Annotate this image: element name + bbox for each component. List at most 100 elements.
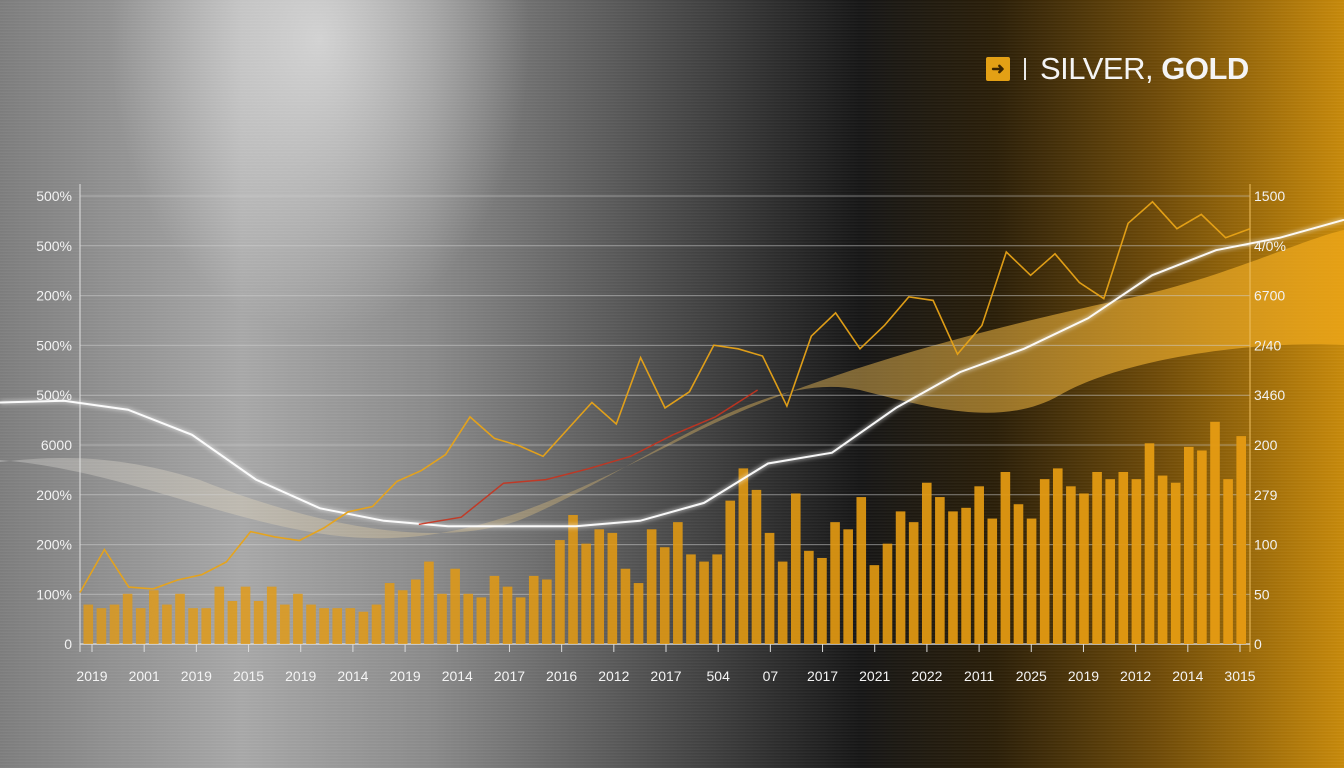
left-tick-label: 200%: [36, 537, 72, 553]
bar: [149, 590, 159, 644]
bar: [502, 586, 513, 644]
bar: [1000, 471, 1011, 644]
red-trend-line: [418, 389, 759, 526]
bar: [987, 518, 998, 644]
bar: [921, 482, 932, 644]
bar: [699, 561, 709, 644]
bar: [1066, 486, 1076, 644]
bar: [581, 543, 591, 644]
bar: [1223, 479, 1233, 644]
bar: [266, 586, 277, 644]
bar: [1236, 436, 1246, 644]
bar: [646, 529, 657, 644]
left-tick-label: 200%: [36, 288, 72, 304]
x-tick-label: 07: [763, 668, 779, 684]
bar: [1157, 475, 1168, 644]
right-tick-label: 279: [1254, 487, 1278, 503]
x-tick-label: 2014: [442, 668, 473, 684]
bar: [175, 593, 185, 644]
bar: [1079, 493, 1089, 644]
bar: [790, 493, 801, 644]
bar: [542, 579, 552, 644]
bar: [856, 497, 867, 644]
gold-band: [0, 230, 1344, 539]
left-tick-label: 500%: [36, 188, 72, 204]
bar: [935, 497, 945, 644]
x-tick-label: 2016: [546, 668, 577, 684]
x-tick-label: 504: [707, 668, 731, 684]
right-tick-label: 2/40: [1254, 337, 1281, 353]
bar: [306, 604, 316, 644]
x-tick-label: 2014: [1172, 668, 1203, 684]
bar: [109, 604, 120, 644]
left-tick-label: 500%: [36, 387, 72, 403]
bar: [1144, 443, 1155, 644]
chart-header: ➜ SILVER, GOLD: [986, 51, 1249, 86]
title-gold: GOLD: [1161, 51, 1249, 86]
bar: [528, 575, 539, 644]
right-axis: 1500 4/0% 6700 2/40 3460 200 279 100 50 0: [1254, 188, 1286, 652]
left-tick-label: 100%: [36, 586, 72, 602]
x-tick-label: 2012: [598, 668, 629, 684]
x-tick-label: 2015: [233, 668, 264, 684]
bar: [633, 583, 644, 644]
right-tick-label: 0: [1254, 636, 1262, 652]
left-tick-label: 500%: [36, 337, 72, 353]
bar: [332, 608, 343, 644]
bar: [659, 547, 670, 644]
bar: [895, 511, 906, 644]
bar: [411, 579, 421, 644]
bar: [1026, 518, 1037, 644]
bar: [384, 583, 395, 644]
bar: [397, 590, 408, 644]
bar: [738, 468, 749, 644]
silver-line: [0, 218, 1344, 528]
bar: [358, 611, 369, 644]
x-tick-label: 2019: [390, 668, 421, 684]
bar: [188, 608, 198, 644]
x-tick-label: 2022: [911, 668, 942, 684]
bar: [293, 593, 303, 644]
bar: [450, 568, 460, 644]
right-tick-label: 6700: [1254, 288, 1285, 304]
bar: [751, 489, 762, 644]
bar: [961, 507, 971, 644]
left-tick-label: 0: [64, 636, 72, 652]
right-tick-label: 3460: [1254, 387, 1285, 403]
bar: [96, 608, 107, 644]
bar: [489, 575, 500, 644]
x-tick-label: 2017: [650, 668, 681, 684]
bar: [1039, 479, 1050, 644]
bar: [1131, 479, 1142, 644]
bar: [280, 604, 290, 644]
bar: [476, 597, 487, 644]
bar: [869, 565, 880, 644]
bar: [686, 554, 696, 644]
bar: [594, 529, 605, 644]
right-tick-label: 100: [1254, 537, 1278, 553]
header-divider: [1024, 58, 1026, 80]
bar: [817, 557, 827, 644]
bar: [1092, 471, 1102, 644]
x-tick-label: 2014: [337, 668, 368, 684]
right-tick-label: 4/0%: [1254, 238, 1286, 254]
bar: [1197, 450, 1207, 644]
bar: [319, 608, 329, 644]
x-tick-label: 3015: [1224, 668, 1255, 684]
volume-bars: [83, 421, 1246, 644]
series-lines: [0, 200, 1344, 593]
x-tick-label: 2019: [285, 668, 316, 684]
bar: [135, 608, 146, 644]
right-tick-label: 200: [1254, 437, 1278, 453]
left-axis: 500% 500% 200% 500% 500% 6000 200% 200% 100% 0: [36, 188, 72, 652]
bar: [1118, 471, 1129, 644]
bar: [725, 500, 736, 644]
bar: [1210, 421, 1220, 644]
bar: [201, 608, 212, 644]
bar: [371, 604, 382, 644]
gold-band-area: [0, 230, 1344, 539]
bar: [607, 532, 618, 644]
x-tick-label: 2019: [76, 668, 107, 684]
left-tick-label: 200%: [36, 487, 72, 503]
x-tick-label: 2017: [494, 668, 525, 684]
